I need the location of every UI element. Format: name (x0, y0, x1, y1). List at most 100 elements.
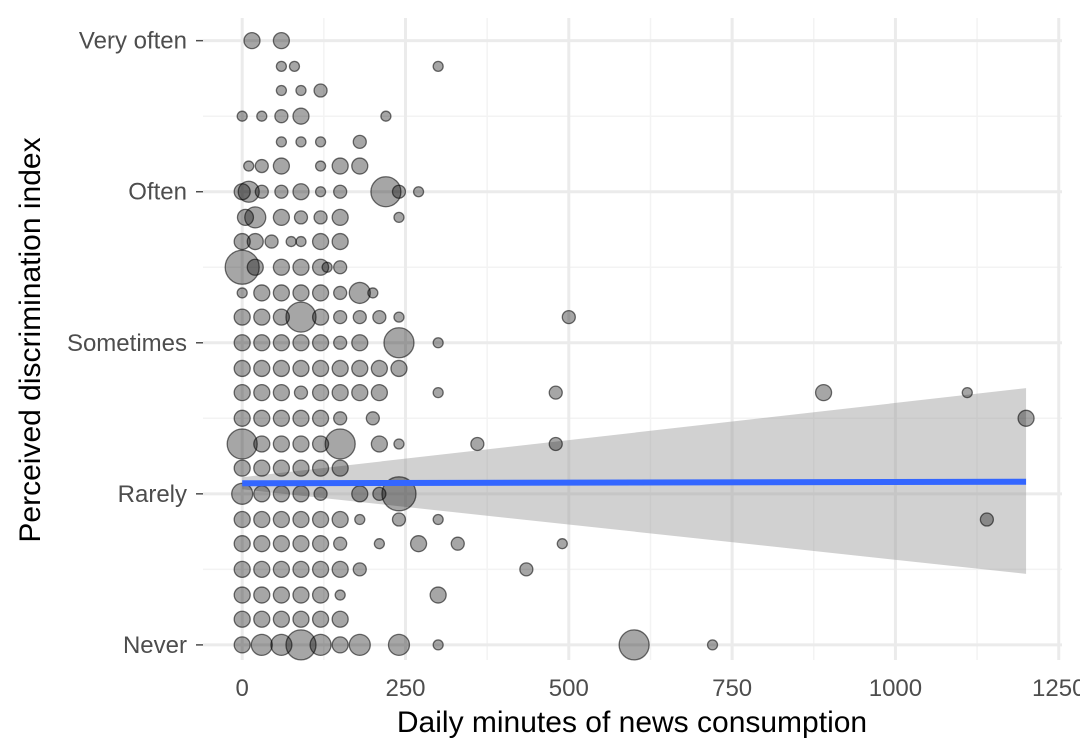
data-point (292, 409, 310, 427)
data-point (429, 586, 447, 604)
data-point (233, 636, 251, 654)
data-point (253, 334, 271, 352)
y-axis-ticks: Never Rarely Sometimes Often Very often (67, 28, 203, 659)
data-point (383, 327, 415, 359)
data-point (272, 334, 291, 352)
data-point (354, 513, 366, 526)
data-point (370, 435, 389, 453)
data-point (253, 459, 271, 477)
data-point (351, 485, 369, 503)
data-point (272, 258, 291, 276)
data-point (264, 234, 279, 249)
data-point (233, 383, 251, 402)
data-point (233, 409, 251, 427)
data-point (292, 258, 310, 276)
data-point (253, 308, 271, 326)
data-point (351, 359, 369, 378)
data-point (243, 160, 255, 172)
data-point (333, 335, 348, 350)
data-point (311, 535, 330, 553)
data-point (412, 186, 425, 198)
data-point (814, 383, 833, 402)
data-point (1017, 409, 1035, 427)
data-point (450, 536, 465, 551)
data-point (254, 184, 269, 199)
data-point (311, 459, 330, 477)
data-point (311, 409, 330, 427)
data-point (548, 436, 563, 452)
data-point (272, 359, 291, 378)
data-point (285, 301, 317, 333)
data-point (331, 359, 349, 378)
data-point (272, 535, 291, 553)
data-point (370, 383, 389, 402)
data-point (233, 510, 251, 529)
data-point (365, 411, 380, 426)
data-point (470, 436, 485, 452)
data-point (292, 510, 310, 529)
data-point (706, 639, 719, 651)
data-point (321, 261, 333, 273)
y-tick-label: Never (123, 632, 187, 659)
data-point (295, 136, 307, 148)
data-point (233, 334, 251, 352)
data-point (233, 459, 251, 477)
data-point (311, 586, 330, 604)
y-tick-label: Very often (79, 28, 187, 55)
data-point (313, 210, 328, 225)
data-point (519, 562, 534, 577)
data-point (272, 485, 291, 503)
data-point (309, 633, 332, 657)
regression-line (242, 478, 1027, 487)
data-point (331, 232, 349, 251)
data-point (272, 409, 291, 427)
data-point (314, 186, 327, 198)
data-point (387, 633, 411, 657)
data-point (236, 287, 248, 299)
data-point (236, 110, 248, 122)
data-point (334, 589, 346, 601)
data-point (313, 486, 328, 501)
data-point (254, 158, 269, 174)
data-point (393, 211, 405, 224)
data-point (253, 610, 271, 628)
data-point (253, 510, 271, 529)
data-point (373, 538, 386, 550)
data-point (331, 459, 349, 477)
data-point (236, 208, 255, 227)
data-point (275, 136, 288, 148)
data-point (272, 383, 291, 402)
data-point (292, 334, 310, 352)
data-point (391, 184, 407, 199)
data-point (333, 536, 348, 551)
x-tick-label: 250 (385, 675, 425, 702)
data-point (253, 535, 271, 553)
data-point (233, 535, 251, 553)
y-tick-label: Rarely (118, 481, 187, 508)
data-point (311, 334, 330, 352)
data-point (292, 586, 310, 604)
y-tick-label: Sometimes (67, 330, 187, 357)
data-point (253, 359, 271, 378)
data-point (253, 586, 271, 604)
data-point (292, 485, 310, 503)
data-point (233, 359, 251, 378)
data-point (432, 337, 444, 349)
data-point (272, 157, 291, 175)
data-point (331, 208, 349, 227)
data-point (274, 109, 289, 124)
x-tick-label: 1250 (1032, 675, 1080, 702)
data-point (333, 184, 348, 199)
data-point (253, 409, 271, 427)
data-point (333, 285, 348, 301)
data-point (548, 385, 563, 400)
data-point (352, 309, 367, 325)
data-point (233, 232, 251, 251)
data-point (285, 235, 297, 248)
data-point (233, 586, 251, 604)
data-point (432, 639, 444, 651)
data-point (292, 459, 310, 477)
data-point (561, 309, 576, 325)
y-axis-title: Perceived discrimination index (14, 137, 47, 542)
